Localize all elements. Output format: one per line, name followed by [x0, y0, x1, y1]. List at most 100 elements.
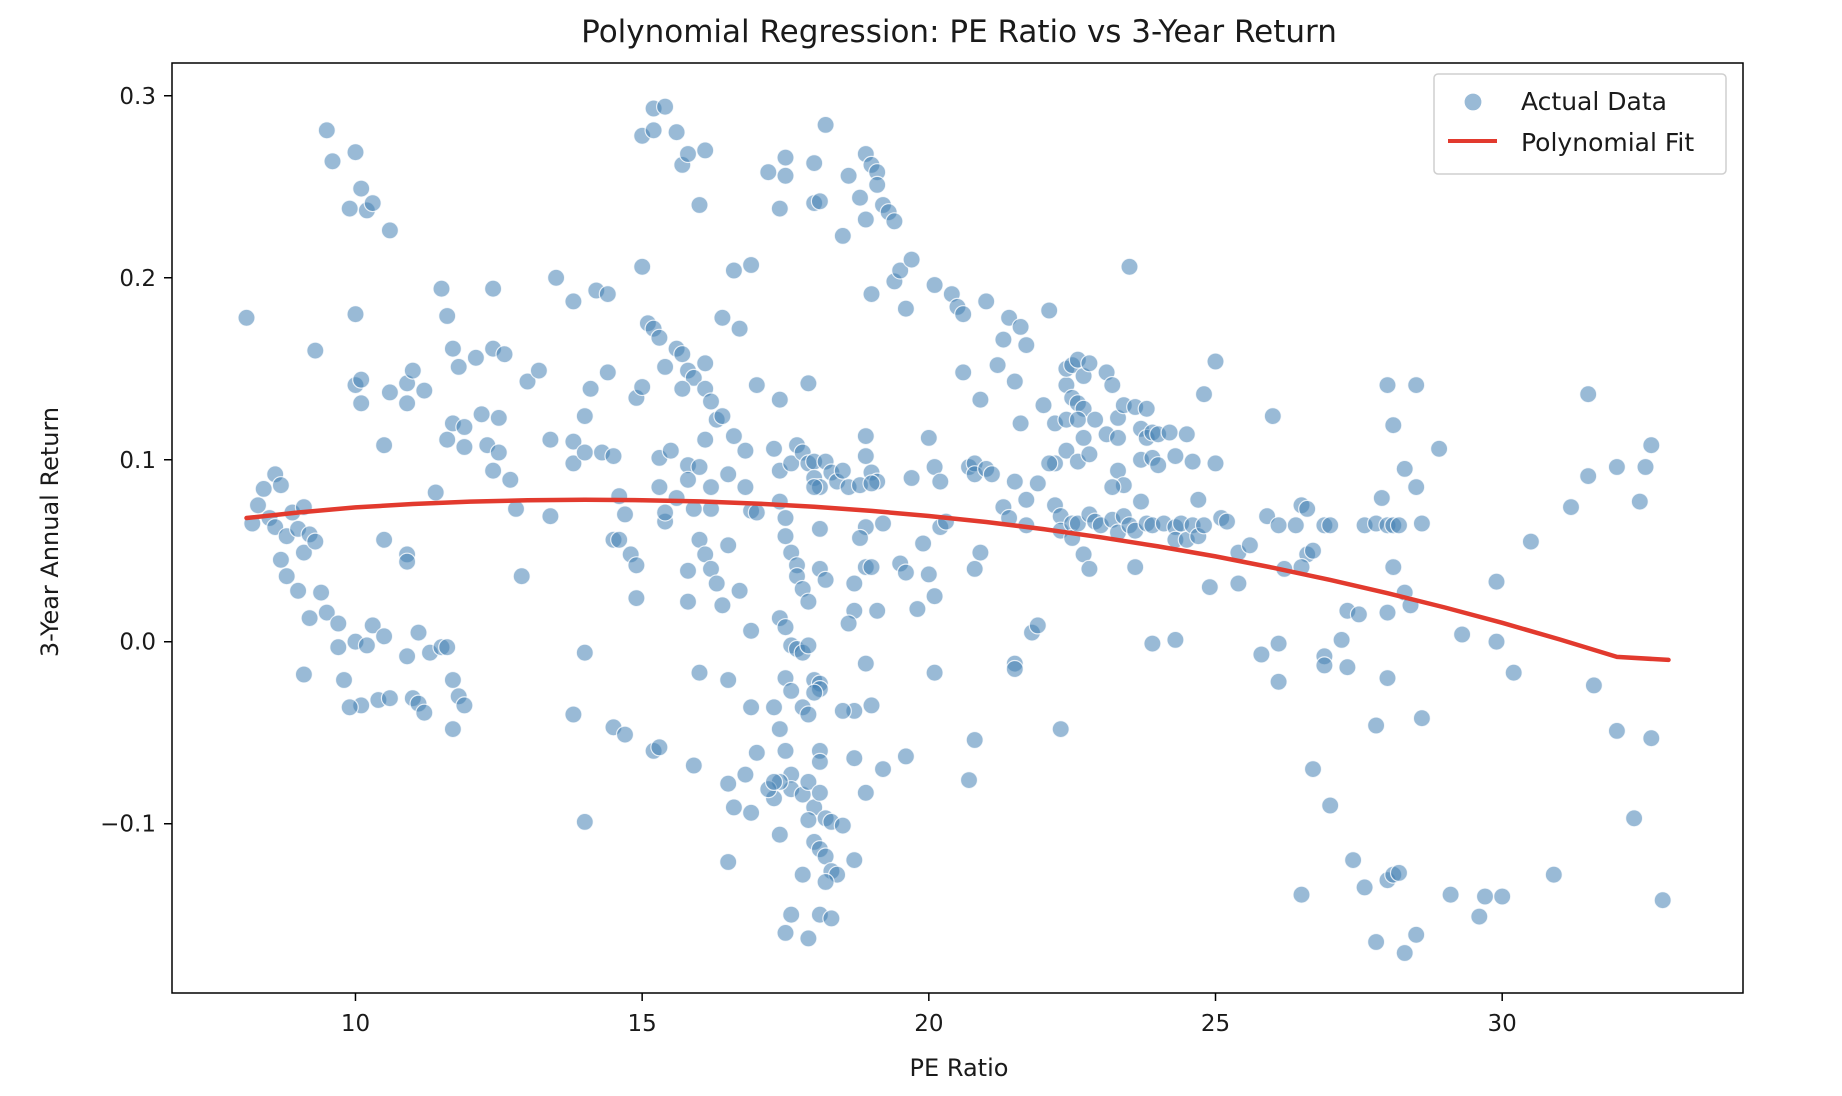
data-point — [839, 166, 858, 185]
data-point — [868, 175, 887, 194]
data-point — [1303, 759, 1323, 779]
data-point — [1080, 445, 1099, 464]
data-point — [661, 441, 680, 460]
data-point — [747, 743, 766, 762]
data-point — [850, 528, 870, 548]
data-point — [1057, 441, 1076, 460]
data-point — [650, 478, 669, 497]
data-point — [965, 730, 984, 750]
data-point — [741, 621, 761, 640]
data-point — [925, 587, 944, 606]
data-point — [1452, 625, 1472, 644]
data-point — [323, 152, 342, 171]
plot-frame — [171, 62, 1744, 994]
data-point — [1493, 887, 1512, 906]
x-tick-label: 20 — [914, 1011, 943, 1037]
data-point — [541, 507, 560, 526]
data-point — [443, 339, 462, 358]
data-point — [678, 144, 698, 164]
y-tick-label: 0.3 — [119, 84, 156, 110]
data-point — [1263, 407, 1282, 426]
data-point — [971, 543, 990, 562]
data-point — [730, 581, 749, 600]
data-point — [1120, 257, 1139, 276]
data-point — [1407, 925, 1426, 944]
data-point — [856, 447, 875, 466]
data-point — [1217, 512, 1237, 531]
data-point — [719, 536, 738, 555]
chart-title: Polynomial Regression: PE Ratio vs 3-Yea… — [581, 14, 1337, 50]
data-point — [1653, 891, 1672, 910]
data-point — [908, 599, 927, 619]
data-point — [741, 803, 761, 822]
data-point — [1108, 428, 1128, 447]
data-point — [1189, 490, 1208, 509]
data-point — [1177, 425, 1196, 444]
data-point — [977, 292, 996, 311]
data-point — [380, 221, 399, 240]
data-point — [294, 665, 313, 684]
data-point — [799, 705, 818, 724]
data-point — [896, 563, 916, 582]
data-point — [793, 865, 812, 884]
data-point — [1349, 605, 1369, 624]
data-point — [398, 647, 417, 666]
data-point — [604, 447, 623, 466]
data-point — [1579, 467, 1598, 486]
data-point — [1011, 414, 1030, 433]
data-point — [678, 592, 698, 611]
data-point — [805, 683, 824, 702]
data-point — [684, 368, 703, 387]
data-point — [690, 663, 709, 682]
data-point — [713, 308, 732, 327]
legend-label-actual-data: Actual Data — [1521, 87, 1667, 116]
data-point — [449, 357, 468, 376]
data-point — [856, 654, 875, 673]
data-point — [965, 559, 984, 579]
legend-marker-actual-data — [1463, 92, 1483, 112]
data-point — [1607, 721, 1627, 741]
data-point — [1470, 907, 1489, 926]
data-point — [1040, 454, 1059, 473]
data-point — [816, 570, 835, 590]
data-point — [1441, 885, 1460, 904]
data-point — [1372, 488, 1391, 508]
data-point — [988, 356, 1007, 375]
data-point — [1321, 796, 1340, 815]
legend-box — [1433, 73, 1727, 175]
data-point — [862, 557, 881, 577]
data-point — [277, 567, 296, 586]
data-point — [610, 530, 629, 549]
data-point — [426, 483, 445, 502]
data-point — [627, 556, 646, 575]
data-point — [1206, 454, 1225, 473]
data-point — [1080, 354, 1099, 373]
data-point — [667, 123, 686, 142]
data-point — [598, 285, 617, 304]
data-point — [850, 188, 870, 207]
data-point — [1607, 457, 1627, 477]
data-point — [650, 328, 669, 347]
data-point — [1389, 863, 1409, 883]
data-point — [862, 285, 881, 304]
data-point — [673, 345, 692, 364]
data-point — [541, 430, 560, 449]
data-point — [782, 905, 801, 924]
data-point — [1384, 557, 1403, 577]
data-point — [896, 299, 916, 318]
legend-label-polynomial-fit: Polynomial Fit — [1521, 128, 1694, 157]
data-point — [438, 430, 457, 449]
data-point — [409, 623, 428, 642]
data-point — [363, 616, 382, 635]
data-point — [959, 770, 979, 790]
data-point — [1183, 452, 1202, 471]
data-point — [650, 738, 669, 757]
data-point — [375, 627, 394, 646]
data-point — [1378, 603, 1397, 622]
data-point — [312, 583, 331, 602]
x-tick-label: 30 — [1488, 1011, 1517, 1037]
data-point — [1321, 516, 1340, 535]
data-point — [770, 719, 789, 739]
data-point — [678, 470, 698, 489]
data-point — [839, 614, 858, 633]
